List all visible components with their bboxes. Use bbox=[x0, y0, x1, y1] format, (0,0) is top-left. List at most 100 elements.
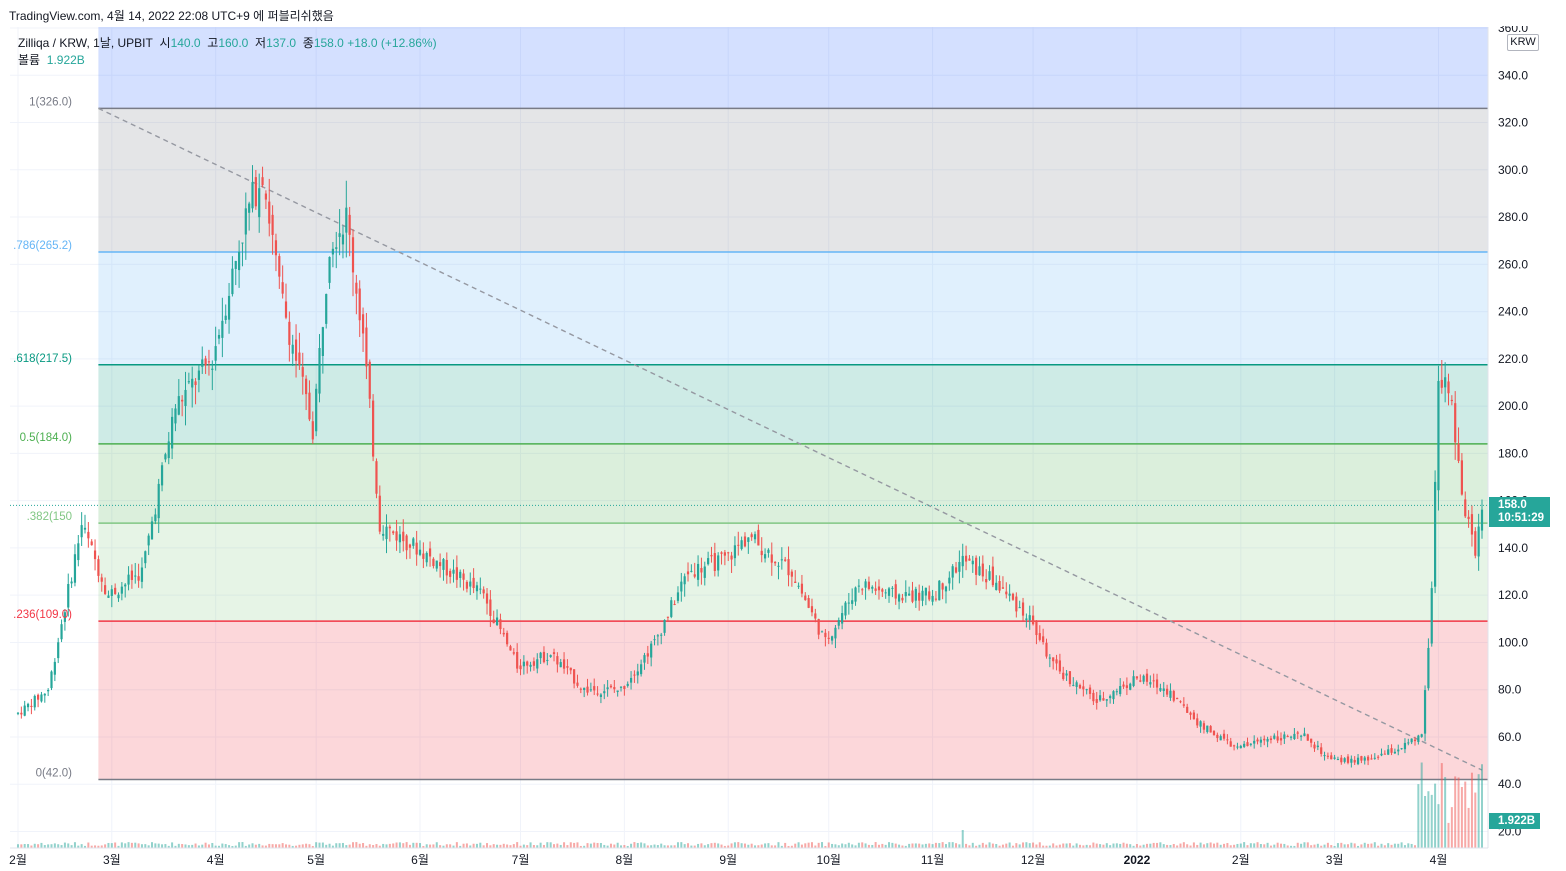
volume-bar bbox=[1099, 844, 1102, 848]
candle-body bbox=[308, 392, 311, 420]
volume-bar bbox=[291, 845, 294, 848]
candle-body bbox=[227, 295, 231, 320]
volume-bar bbox=[70, 845, 73, 848]
price-axis[interactable]: 20.040.060.080.0100.0120.0140.0160.0180.… bbox=[1487, 21, 1566, 848]
candle-body bbox=[1266, 738, 1269, 742]
time-tick-label: 12월 bbox=[1021, 853, 1045, 867]
candle-body bbox=[830, 636, 834, 641]
candle-body bbox=[197, 370, 201, 380]
volume-bar bbox=[1440, 763, 1443, 848]
volume-bar bbox=[268, 843, 271, 848]
volume-bar bbox=[33, 843, 36, 848]
volume-bar bbox=[542, 844, 545, 848]
volume-bar bbox=[944, 844, 947, 848]
candle-body bbox=[100, 577, 103, 582]
candle-body bbox=[750, 534, 753, 538]
volume-bar bbox=[53, 843, 56, 848]
candle-body bbox=[117, 594, 120, 599]
volume-bar bbox=[1403, 845, 1406, 848]
time-axis[interactable]: 2월 3월 4월 5월 6월 7월 8월 9월 10월 11월 12월 2022 2월 3월 4월 bbox=[0, 847, 1566, 871]
low-label: 저 bbox=[255, 36, 267, 50]
candle-body bbox=[710, 555, 713, 557]
volume-bar bbox=[335, 843, 338, 848]
volume-bar bbox=[928, 843, 931, 848]
volume-bar bbox=[817, 842, 820, 848]
volume-bar bbox=[1367, 843, 1370, 848]
price-tick-label: 260.0 bbox=[1498, 257, 1528, 271]
bar-countdown: 10:51:29 bbox=[1498, 512, 1545, 524]
candle-body bbox=[1001, 587, 1005, 589]
candle-body bbox=[271, 214, 274, 235]
candle-body bbox=[1273, 735, 1276, 739]
volume-bar bbox=[1410, 843, 1413, 848]
price-tick-label: 220.0 bbox=[1498, 352, 1528, 366]
candle-body bbox=[375, 461, 378, 494]
fibonacci-retracement[interactable] bbox=[98, 27, 1489, 781]
volume-bar bbox=[1300, 843, 1303, 848]
volume-bar bbox=[201, 844, 204, 848]
candle-body bbox=[1447, 381, 1450, 394]
volume-bar bbox=[985, 844, 988, 848]
candle-body bbox=[1199, 721, 1202, 727]
candle-body bbox=[485, 593, 489, 604]
candle-body bbox=[700, 567, 703, 573]
volume-bar bbox=[603, 844, 606, 848]
candle-body bbox=[633, 674, 636, 676]
candle-body bbox=[254, 177, 257, 207]
volume-bar bbox=[1135, 844, 1138, 848]
volume-bar bbox=[1387, 843, 1390, 848]
candle-body bbox=[171, 416, 174, 449]
volume-bar bbox=[325, 844, 328, 848]
candle-body bbox=[1226, 739, 1229, 741]
candle-body bbox=[536, 659, 539, 669]
candle-body bbox=[566, 666, 569, 668]
volume-bar bbox=[918, 843, 921, 848]
price-tick-label: 120.0 bbox=[1498, 588, 1528, 602]
candle-body bbox=[891, 587, 894, 589]
candle-body bbox=[502, 632, 505, 635]
candle-body bbox=[144, 551, 147, 564]
volume-bar bbox=[1464, 781, 1467, 848]
price-axis-background bbox=[1488, 27, 1566, 848]
candle-body bbox=[184, 389, 187, 407]
candle-body bbox=[1031, 615, 1035, 625]
currency-selector[interactable]: KRW bbox=[1507, 34, 1539, 51]
candle-body bbox=[911, 590, 914, 602]
candle-body bbox=[238, 251, 241, 271]
volume-bar bbox=[274, 844, 277, 848]
volume-bar bbox=[512, 844, 515, 848]
candle-body bbox=[1316, 745, 1319, 748]
candle-body bbox=[392, 531, 395, 534]
volume-bar bbox=[1192, 842, 1195, 848]
volume-bar bbox=[599, 842, 602, 848]
candle-body bbox=[1430, 588, 1433, 644]
volume-bar bbox=[800, 844, 803, 848]
candle-body bbox=[529, 664, 532, 667]
candle-body bbox=[770, 554, 773, 563]
candle-body bbox=[1129, 683, 1132, 690]
fib-level-label: 1(326.0) bbox=[29, 96, 72, 108]
candle-body bbox=[160, 465, 164, 486]
volume-bar bbox=[492, 844, 495, 848]
volume-bar bbox=[1216, 842, 1219, 848]
volume-bar bbox=[569, 842, 572, 848]
volume-bar bbox=[378, 845, 381, 848]
volume-bar bbox=[1015, 843, 1018, 848]
volume-bar bbox=[1048, 845, 1051, 848]
volume-bar bbox=[288, 844, 291, 848]
volume-bar bbox=[857, 842, 860, 848]
volume-bar bbox=[656, 845, 659, 848]
candle-body bbox=[1303, 733, 1306, 737]
candle-body bbox=[321, 327, 324, 356]
volume-bar bbox=[23, 844, 26, 848]
symbol-label[interactable]: Zilliqa / KRW, 1날, UPBIT bbox=[18, 36, 153, 50]
volume-bar bbox=[824, 845, 827, 848]
volume-bar bbox=[680, 842, 683, 848]
trend-line[interactable] bbox=[10, 107, 1488, 771]
candle-body bbox=[737, 544, 740, 546]
volume-bar bbox=[177, 843, 180, 848]
candle-body bbox=[1286, 736, 1289, 738]
candle-body bbox=[1088, 687, 1092, 694]
candle-body bbox=[874, 588, 877, 591]
